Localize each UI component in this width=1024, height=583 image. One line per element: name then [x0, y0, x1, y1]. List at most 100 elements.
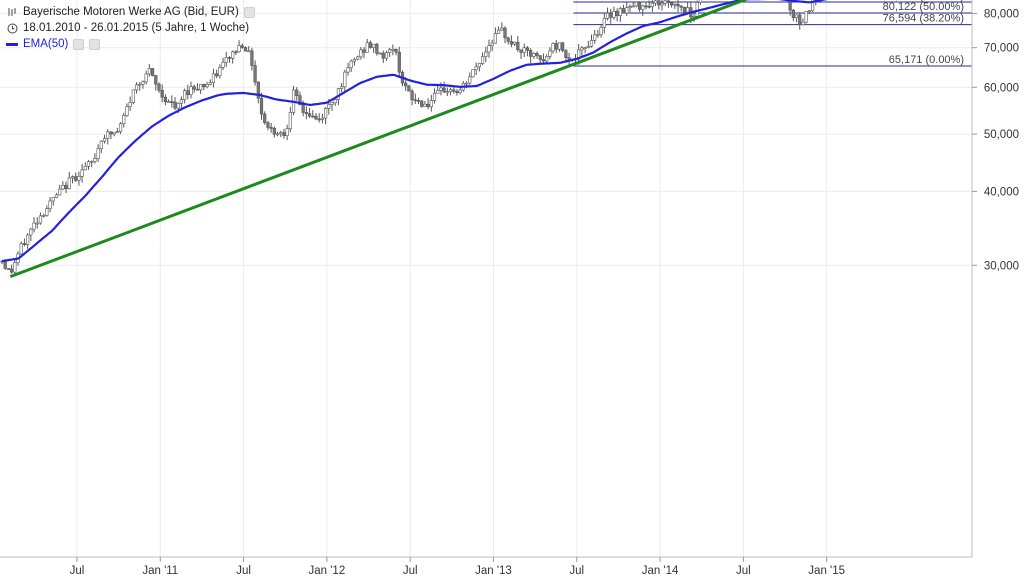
candle-body [561, 42, 565, 51]
candle-body [801, 21, 805, 25]
candle-body [436, 90, 440, 94]
candle-body [698, 0, 703, 3]
candle-body [227, 57, 232, 59]
candle-body [243, 47, 248, 52]
x-tick-label: Jan '13 [475, 565, 512, 577]
candle-body [35, 222, 39, 225]
candle-body [80, 169, 84, 177]
candle-body [695, 2, 699, 17]
candle-body [13, 262, 17, 273]
candle-body [452, 89, 456, 92]
candle-body [19, 243, 23, 255]
candle-body [609, 12, 613, 18]
candle-body [798, 14, 802, 25]
x-tick-label: Jul [736, 565, 751, 577]
candle-body [311, 115, 315, 118]
candlestick-icon [6, 7, 18, 17]
candle-body [804, 10, 808, 23]
candlesticks [0, 0, 818, 274]
candle-body [368, 42, 373, 48]
x-tick-label: Jul [569, 565, 584, 577]
candle-body [375, 43, 379, 54]
candle-body [474, 66, 478, 70]
candle-body [154, 75, 158, 85]
x-tick-label: Jan '15 [808, 565, 845, 577]
candle-body [618, 8, 622, 16]
candle-body [621, 8, 626, 14]
candle-body [644, 5, 648, 8]
candle-body [407, 85, 411, 92]
candle-body [125, 106, 129, 116]
candle-body [122, 115, 126, 125]
candle-body [676, 3, 680, 7]
candle-body [682, 6, 687, 13]
candle-body [397, 51, 401, 73]
candle-body [192, 86, 196, 90]
candle-body [32, 222, 36, 230]
candle-body [240, 45, 244, 48]
fib-level-label: 83,650 (61.80%) [883, 0, 964, 2]
candle-body [186, 90, 190, 96]
candle-body [554, 43, 558, 50]
candle-body [788, 0, 792, 11]
candle-body [593, 34, 597, 41]
candle-body [356, 56, 360, 60]
candle-body [794, 14, 799, 18]
trendline[interactable] [9, 0, 1001, 279]
candle-body [596, 34, 600, 36]
candle-body [179, 99, 184, 104]
indicator-settings-button[interactable] [73, 38, 85, 50]
candle-body [670, 2, 674, 6]
candle-body [90, 161, 94, 163]
candle-body [493, 33, 497, 44]
candle-body [45, 208, 49, 216]
candle-body [231, 51, 235, 59]
candle-body [275, 133, 280, 136]
candle-body [589, 40, 594, 47]
candle-body [208, 82, 212, 85]
candle-body [631, 5, 635, 8]
candle-body [138, 83, 142, 86]
candle-body [22, 243, 27, 245]
candle-body [96, 148, 100, 159]
candle-body [330, 102, 334, 105]
candle-body [525, 47, 530, 51]
candle-body [77, 176, 81, 181]
candle-body [490, 42, 494, 47]
candle-body [541, 59, 546, 62]
candle-body [532, 52, 536, 57]
settings-button[interactable] [243, 6, 255, 18]
candle-body [10, 268, 14, 273]
ema-swatch [6, 42, 18, 46]
candle-body [340, 86, 344, 89]
candle-body [6, 268, 11, 270]
y-tick-label: 70,000 [984, 43, 1019, 55]
candle-body [641, 5, 645, 10]
candle-body [288, 112, 292, 130]
candle-body [173, 101, 177, 109]
x-tick-label: Jul [403, 565, 418, 577]
candle-body [442, 87, 446, 93]
candle-body [93, 158, 97, 162]
candle-body [487, 45, 491, 53]
indicator-remove-button[interactable] [89, 38, 101, 50]
candle-body [109, 131, 113, 135]
candle-body [653, 0, 658, 4]
candle-body [686, 7, 690, 13]
fib-level-label: 80,122 (50.00%) [883, 1, 964, 13]
candle-body [237, 45, 241, 53]
candle-body [586, 46, 590, 48]
candle-body [83, 165, 87, 171]
candle-body [150, 68, 155, 76]
candle-body [628, 6, 632, 8]
candle-body [112, 131, 116, 135]
candle-body [416, 100, 421, 102]
candle-body [513, 41, 517, 45]
candle-body [509, 41, 514, 45]
candle-body [266, 122, 270, 128]
candle-body [673, 3, 677, 6]
candle-body [343, 71, 347, 88]
candle-body [218, 67, 222, 77]
fib-level-label: 65,171 (0.00%) [889, 54, 964, 66]
